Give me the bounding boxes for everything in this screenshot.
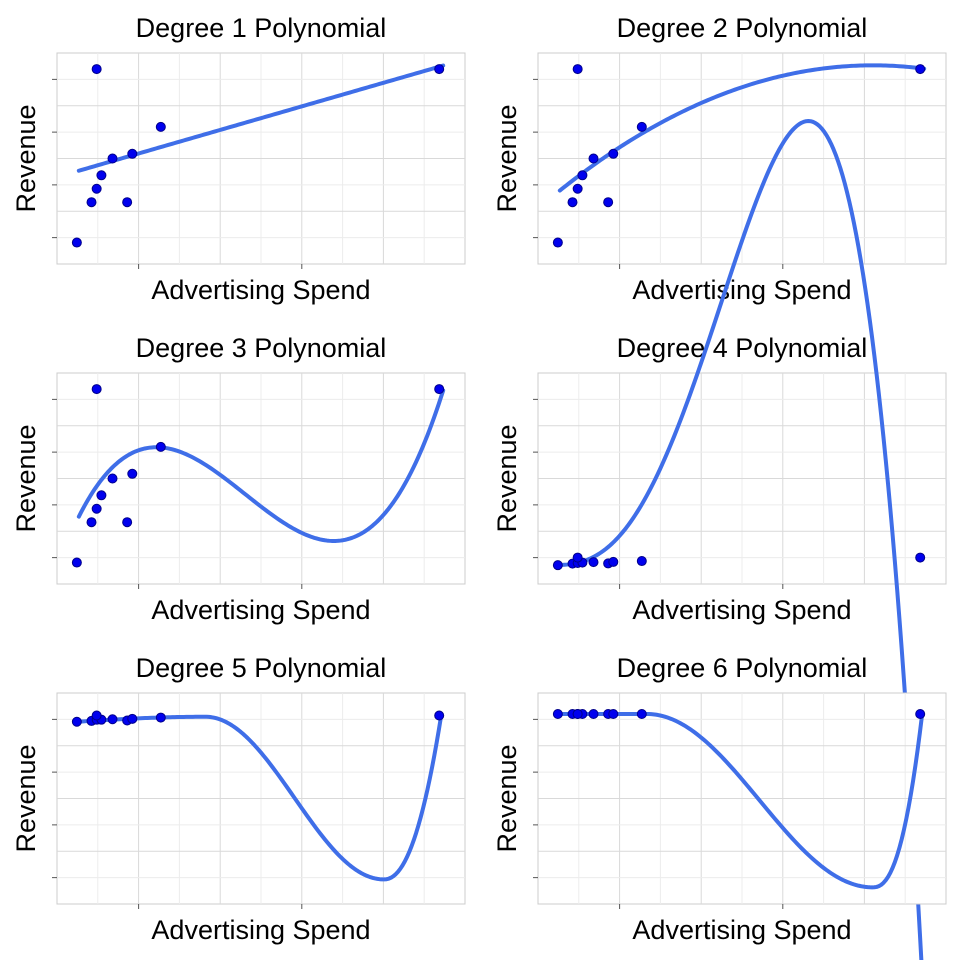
data-point [434, 710, 445, 721]
data-point [588, 557, 599, 568]
data-point [552, 709, 563, 719]
data-point [434, 64, 445, 75]
data-point [91, 183, 102, 194]
data-point [915, 64, 926, 75]
x-axis-label: Advertising Spend [151, 915, 370, 945]
data-point [155, 441, 166, 452]
data-point [86, 197, 97, 208]
data-point [552, 560, 563, 571]
data-point [434, 384, 445, 395]
data-point [91, 503, 102, 514]
data-point [588, 709, 599, 719]
data-point [96, 170, 107, 181]
data-point [127, 148, 138, 159]
x-axis-label: Advertising Spend [151, 595, 370, 625]
fit-curve [76, 63, 446, 173]
data-point [86, 517, 97, 528]
panel-title: Degree 3 Polynomial [136, 333, 387, 363]
data-point [122, 197, 133, 208]
data-point [636, 556, 647, 567]
data-point [122, 517, 133, 528]
data-point [107, 473, 118, 484]
x-axis-label: Advertising Spend [632, 595, 851, 625]
data-point [608, 709, 619, 719]
fit-curve [555, 712, 925, 890]
y-axis-label: Revenue [492, 424, 522, 532]
y-axis-label: Revenue [11, 744, 41, 852]
data-point [552, 237, 563, 248]
x-axis-label: Advertising Spend [151, 275, 370, 305]
data-point [608, 148, 619, 159]
chart-panel-4: Degree 4 Polynomial Advertising Spend Reve… [492, 119, 947, 960]
fit-curve [74, 713, 444, 882]
chart-panel-3: Degree 3 Polynomial Advertising Spend Reve… [11, 333, 466, 625]
data-point [603, 197, 614, 208]
panel-title: Degree 2 Polynomial [617, 13, 868, 43]
data-point [127, 468, 138, 479]
panel-title: Degree 4 Polynomial [617, 333, 868, 363]
data-point [91, 384, 102, 395]
data-point [572, 552, 583, 563]
y-axis-label: Revenue [492, 104, 522, 212]
data-point [636, 121, 647, 132]
data-point [572, 64, 583, 75]
y-axis-label: Revenue [11, 104, 41, 212]
fit-curve [555, 119, 924, 960]
chart-panel-6: Degree 6 Polynomial Advertising Spend Reve… [492, 653, 947, 945]
data-point [107, 153, 118, 164]
panel-title: Degree 6 Polynomial [617, 653, 868, 683]
data-point [567, 197, 578, 208]
data-point [915, 552, 926, 563]
panel-title: Degree 5 Polynomial [136, 653, 387, 683]
x-axis-label: Advertising Spend [632, 915, 851, 945]
panel-title: Degree 1 Polynomial [136, 13, 387, 43]
x-axis-label: Advertising Spend [632, 275, 851, 305]
data-point [155, 712, 166, 723]
data-point [915, 709, 926, 719]
data-point [127, 713, 138, 724]
data-point [71, 237, 82, 248]
data-point [636, 709, 647, 719]
chart-panel-2: Degree 2 Polynomial Advertising Spend Reve… [492, 13, 947, 305]
data-point [572, 709, 583, 719]
data-point [91, 710, 102, 721]
fit-curve [557, 63, 927, 193]
chart-panel-1: Degree 1 Polynomial Advertising Spend Reve… [11, 13, 466, 305]
data-point [71, 557, 82, 568]
data-point [96, 490, 107, 501]
y-axis-label: Revenue [11, 424, 41, 532]
data-point [71, 716, 82, 727]
fit-curve [76, 388, 446, 543]
data-point [107, 714, 118, 725]
data-point [91, 64, 102, 75]
data-point [608, 556, 619, 567]
data-point [572, 183, 583, 194]
data-point [155, 121, 166, 132]
chart-panel-5: Degree 5 Polynomial Advertising Spend Reve… [11, 653, 466, 945]
data-point [577, 170, 588, 181]
data-point [588, 153, 599, 164]
y-axis-label: Revenue [492, 744, 522, 852]
